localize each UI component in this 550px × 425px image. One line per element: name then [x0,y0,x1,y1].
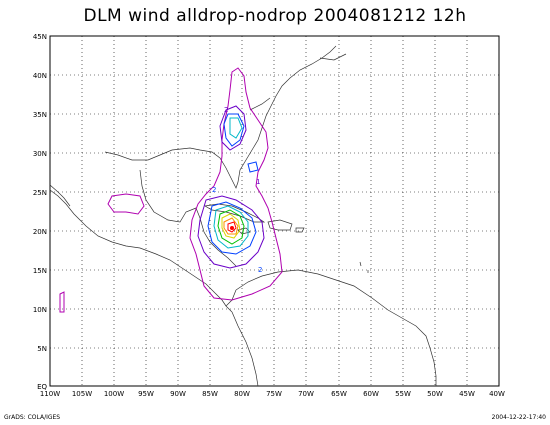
lon-label: 80W [234,390,250,398]
contour-label: 2 [212,186,216,194]
contour-label: 1 [256,178,260,186]
lat-label: 20N [33,228,47,236]
lon-label: 85W [202,390,218,398]
lat-label: 35N [33,111,47,119]
lat-label: 40N [33,72,47,80]
lon-label: 60W [363,390,379,398]
map-title: DLM wind alldrop-nodrop 2004081212 12h [83,6,467,26]
footer-timestamp: 2004-12-22-17:40 [491,414,546,421]
plot-frame [49,35,500,387]
lon-label: 75W [266,390,282,398]
contour-outer [59,67,283,313]
lat-label: 25N [33,189,47,197]
contour-label-group: 2 2 1 2 [212,106,262,274]
lat-label: 15N [33,267,47,275]
lon-label: 40W [489,390,505,398]
lon-label: 70W [298,390,314,398]
footer-credit: GrADS: COLA/IGES [4,414,61,421]
lon-label: 95W [138,390,154,398]
lat-label: EQ [37,383,47,391]
lon-label: 50W [427,390,443,398]
lat-label: 30N [33,150,47,158]
lon-axis: 110W 105W 100W 95W 90W 85W 80W 75W 70W 6… [40,390,505,398]
lon-label: 65W [331,390,347,398]
contour-label: 2 [258,266,262,274]
lat-label: 5N [37,345,47,353]
lon-label: 55W [395,390,411,398]
lon-label: 90W [170,390,186,398]
lon-label: 110W [40,390,60,398]
lon-label: 45W [459,390,475,398]
grid-lines [50,36,499,386]
contour-inner [207,113,259,255]
lat-label: 10N [33,306,47,314]
lon-label: 105W [72,390,92,398]
lat-axis: EQ 5N 10N 15N 20N 25N 30N 35N 40N 45N [33,33,48,391]
contour-label: 2 [224,106,228,114]
max-center [230,226,234,230]
lat-label: 45N [33,33,47,41]
lon-label: 100W [104,390,124,398]
